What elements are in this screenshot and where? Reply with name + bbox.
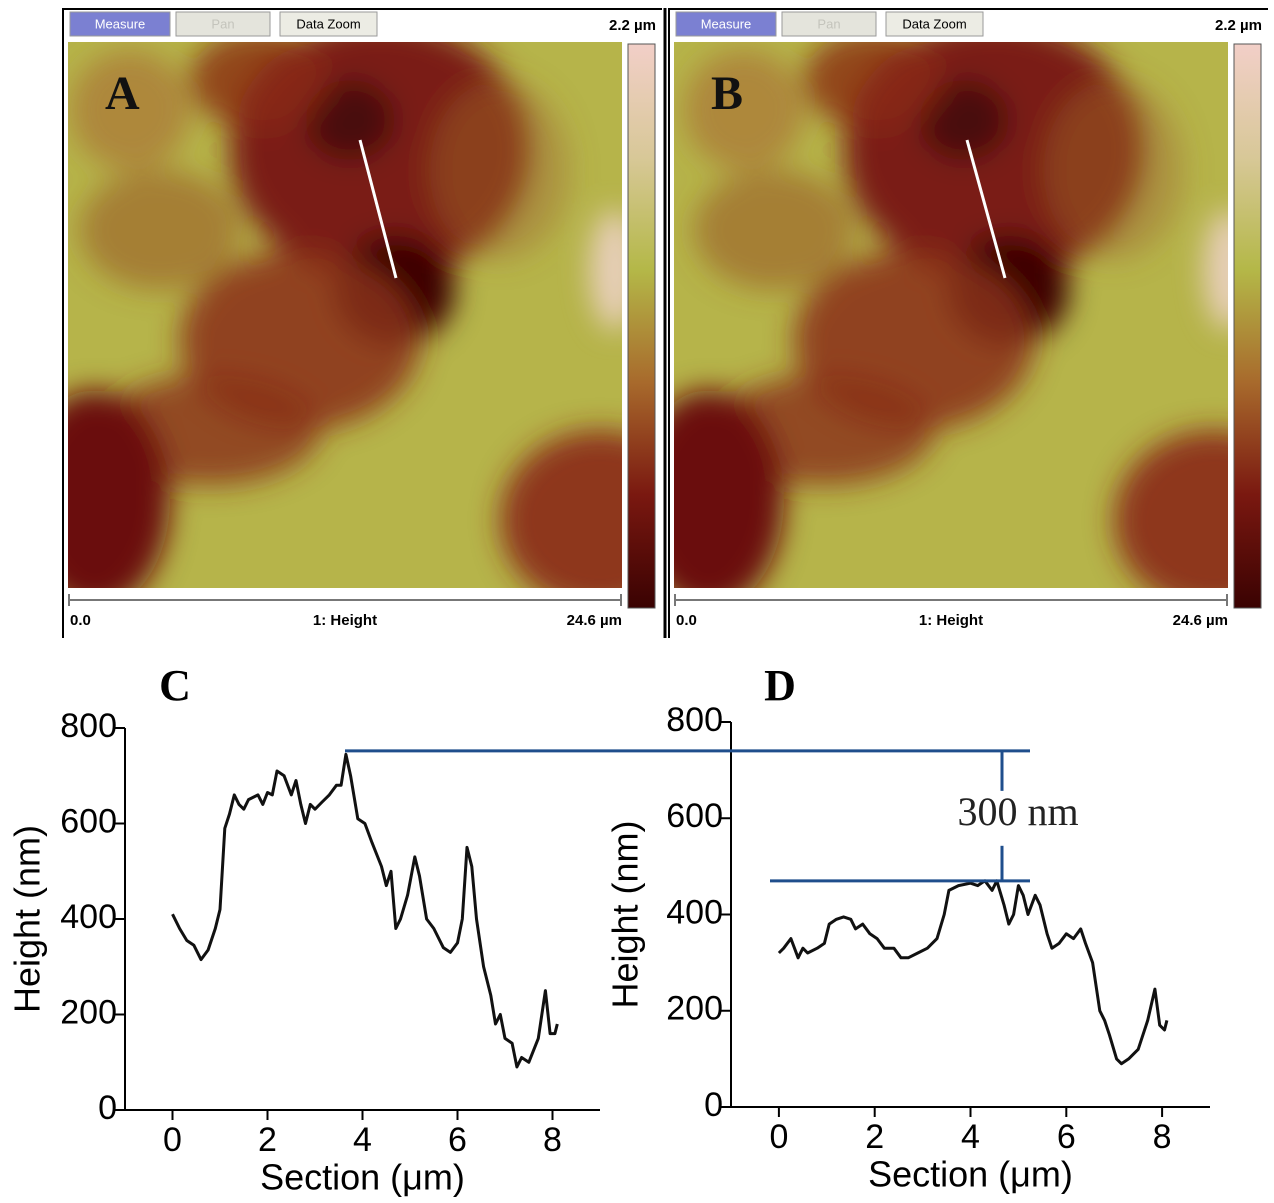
toolbar-button-label[interactable]: Data Zoom <box>902 16 966 31</box>
y-tick-label: 800 <box>60 707 117 745</box>
line-chart: 0 200 400 600 800 0 2 4 6 8 Section (μm) Height (nm… <box>7 661 600 1198</box>
chart-title: D <box>764 661 796 710</box>
profile-line <box>777 879 1169 1066</box>
x-tick-label: 6 <box>1057 1118 1076 1156</box>
color-bar <box>1233 43 1262 609</box>
height-image <box>68 42 622 588</box>
surface-feature <box>430 80 570 260</box>
surface-feature <box>919 80 1009 160</box>
toolbar-button[interactable] <box>675 11 777 37</box>
x-start-label: 0.0 <box>70 612 91 629</box>
profile-line <box>171 752 559 1069</box>
x-tick-label: 4 <box>961 1118 980 1156</box>
toolbar-button-label[interactable]: Pan <box>817 16 840 31</box>
afm-panels: Measure Pan Data Zoom 2.2 µm A 0.0 1: Height 24… <box>62 8 1268 638</box>
toolbar-button[interactable] <box>175 11 271 37</box>
surface-feature <box>1204 210 1228 330</box>
x-tick-label: 4 <box>353 1121 372 1159</box>
afm-panel: Measure Pan Data Zoom 2.2 µm A 0.0 1: Height 24… <box>62 8 662 638</box>
x-tick-label: 2 <box>258 1121 277 1159</box>
image-features <box>68 42 622 588</box>
y-axis-label: Height (nm) <box>7 825 48 1013</box>
panel-letter: B <box>711 67 743 120</box>
toolbar-button[interactable] <box>69 11 171 37</box>
annotation-text: 300 nm <box>957 789 1078 834</box>
surface-feature <box>70 50 190 170</box>
y-tick-label: 600 <box>60 802 117 840</box>
surface-feature <box>590 210 622 330</box>
surface-feature <box>80 170 240 290</box>
toolbar-button[interactable] <box>279 11 378 37</box>
y-tick-label: 400 <box>666 893 723 931</box>
surface-feature <box>190 42 330 130</box>
surface-feature <box>674 390 784 588</box>
section-line <box>965 139 1007 279</box>
panel-letter: A <box>105 67 140 120</box>
toolbar-button[interactable] <box>885 11 984 37</box>
toolbar-button[interactable] <box>781 11 877 37</box>
y-tick-label: 600 <box>666 797 723 835</box>
z-range-label: 2.2 µm <box>1215 17 1262 34</box>
chart-title: C <box>159 661 191 710</box>
x-axis-label: Section (μm) <box>868 1154 1073 1195</box>
x-end-label: 24.6 µm <box>567 612 622 629</box>
x-tick-label: 8 <box>1153 1118 1172 1156</box>
x-tick-label: 0 <box>769 1118 788 1156</box>
surface-feature <box>500 430 622 588</box>
surface-feature <box>694 170 854 290</box>
z-range-label: 2.2 µm <box>609 17 656 34</box>
x-tick-label: 0 <box>163 1121 182 1159</box>
x-tick-label: 6 <box>448 1121 467 1159</box>
x-tick-label: 8 <box>543 1121 562 1159</box>
toolbar-button-label[interactable]: Measure <box>95 16 146 31</box>
y-tick-label: 0 <box>98 1089 117 1127</box>
channel-label: 1: Height <box>919 612 983 629</box>
x-axis-label: Section (μm) <box>260 1157 465 1198</box>
y-tick-label: 200 <box>60 993 117 1031</box>
y-tick-label: 200 <box>666 990 723 1028</box>
channel-label: 1: Height <box>313 612 377 629</box>
x-start-label: 0.0 <box>676 612 697 629</box>
surface-feature <box>68 390 170 588</box>
section-line <box>358 139 398 279</box>
toolbar-button-label[interactable]: Measure <box>701 16 752 31</box>
surface-feature <box>305 80 395 160</box>
line-chart: 0 200 400 600 800 0 2 4 6 8 Section (μm) Height (nm… <box>345 661 1210 1195</box>
y-tick-label: 0 <box>704 1086 723 1124</box>
toolbar-button-label[interactable]: Data Zoom <box>296 16 360 31</box>
surface-feature <box>684 50 804 170</box>
afm-panel: Measure Pan Data Zoom 2.2 µm B 0.0 1: Height 24… <box>668 8 1268 638</box>
image-features <box>674 42 1228 588</box>
surface-feature <box>804 42 944 130</box>
x-tick-label: 2 <box>865 1118 884 1156</box>
y-axis-label: Height (nm) <box>605 820 646 1008</box>
color-bar <box>627 43 656 609</box>
y-tick-label: 400 <box>60 898 117 936</box>
surface-feature <box>1044 80 1184 260</box>
height-image <box>674 42 1228 588</box>
y-tick-label: 800 <box>666 701 723 739</box>
x-end-label: 24.6 µm <box>1173 612 1228 629</box>
toolbar-button-label[interactable]: Pan <box>211 16 234 31</box>
surface-feature <box>1114 430 1228 588</box>
